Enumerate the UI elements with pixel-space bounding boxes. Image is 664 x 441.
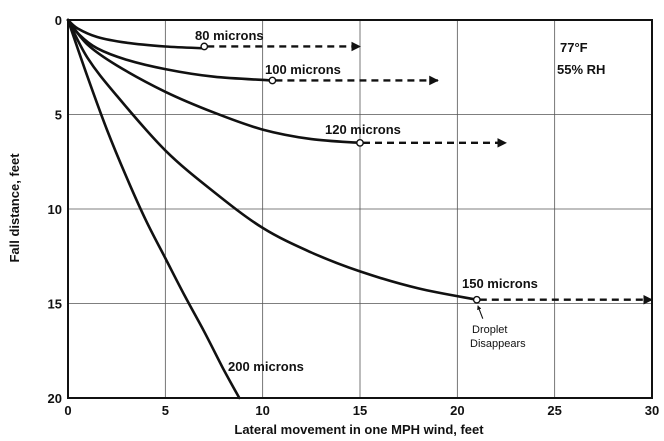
temperature-label: 77°F <box>560 40 588 55</box>
curve-120-microns <box>66 18 362 145</box>
x-tick-labels: 0 5 10 15 20 25 30 <box>64 403 659 418</box>
drift-arrows <box>207 41 653 305</box>
y-tick-label: 15 <box>48 297 62 312</box>
grid <box>68 20 652 398</box>
x-tick-label: 5 <box>162 403 169 418</box>
curve-150-microns <box>66 18 479 301</box>
annotation-line-1: Droplet <box>472 324 507 336</box>
x-tick-label: 25 <box>547 403 561 418</box>
x-tick-label: 0 <box>64 403 71 418</box>
curves <box>66 18 479 400</box>
x-axis-title: Lateral movement in one MPH wind, feet <box>234 422 484 437</box>
humidity-label: 55% RH <box>557 62 605 77</box>
x-tick-label: 15 <box>353 403 367 418</box>
y-axis-title: Fall distance, feet <box>7 153 22 263</box>
y-tick-label: 0 <box>55 13 62 28</box>
y-tick-labels: 0 5 10 15 20 <box>48 13 62 406</box>
disappear-point-100-microns <box>268 76 277 85</box>
disappear-markers <box>200 42 481 304</box>
x-tick-label: 10 <box>255 403 269 418</box>
x-tick-label: 30 <box>645 403 659 418</box>
series-label-150-microns: 150 microns <box>462 276 538 291</box>
droplet-annotation: Droplet Disappears <box>470 305 526 350</box>
y-tick-label: 20 <box>48 391 62 406</box>
series-label-80-microns: 80 microns <box>195 28 264 43</box>
series-labels: 80 microns 100 microns 120 microns 150 micr… <box>195 28 538 374</box>
series-label-200-microns: 200 microns <box>228 359 304 374</box>
disappear-point-80-microns <box>200 42 209 51</box>
plot-border <box>67 19 653 399</box>
disappear-point-120-microns <box>356 138 364 147</box>
curve-80-microns <box>66 18 206 50</box>
curve-200-microns <box>66 18 241 400</box>
x-tick-label: 20 <box>450 403 464 418</box>
series-label-100-microns: 100 microns <box>265 62 341 77</box>
series-label-120-microns: 120 microns <box>325 122 401 137</box>
annotation-pointer <box>477 305 484 319</box>
disappear-point-150-microns <box>472 295 481 304</box>
plot-frame <box>67 19 653 399</box>
y-tick-label: 10 <box>48 202 62 217</box>
annotation-line-2: Disappears <box>470 338 526 350</box>
y-tick-label: 5 <box>55 108 62 123</box>
